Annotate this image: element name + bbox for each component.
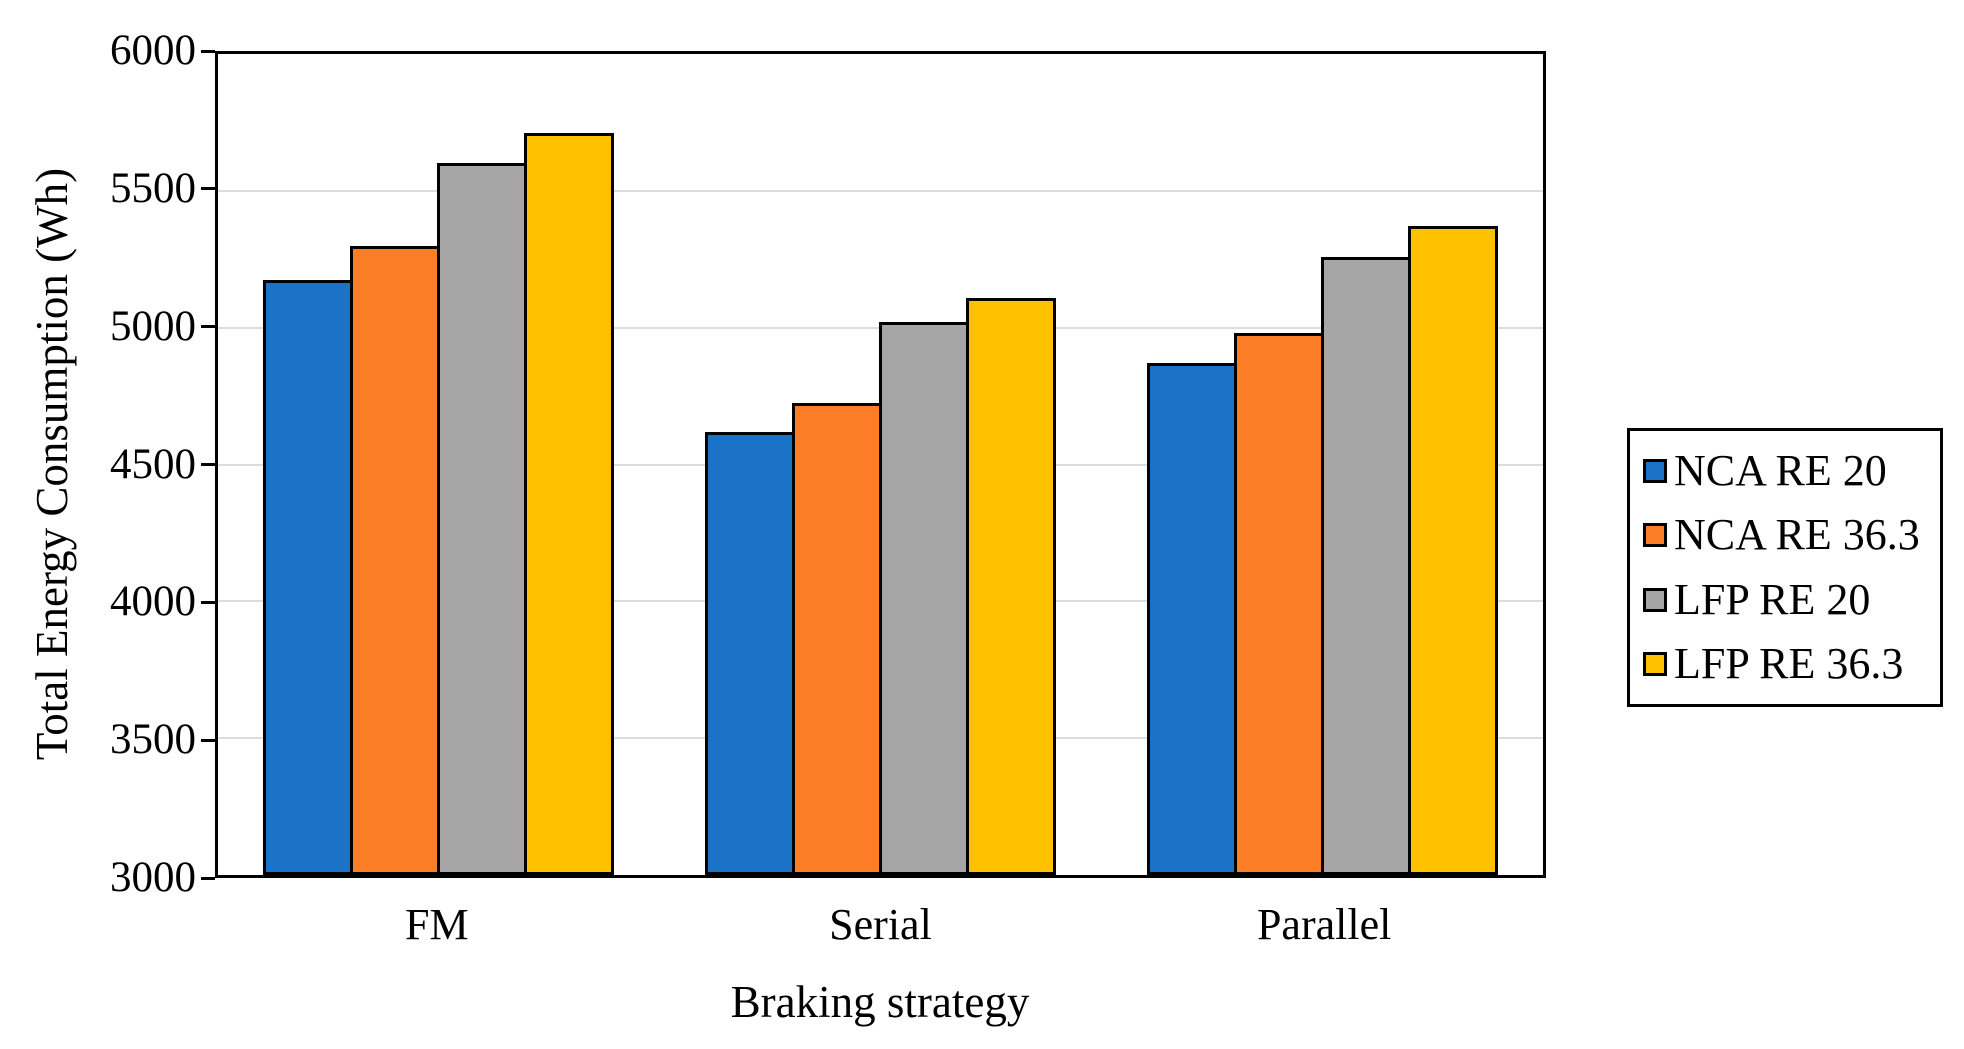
legend-item-label: NCA RE 20	[1674, 445, 1887, 495]
y-tick-mark	[201, 463, 215, 466]
y-tick-label: 5000	[110, 302, 196, 350]
y-tick-label: 5500	[110, 164, 196, 212]
y-tick-mark	[201, 600, 215, 604]
legend-item-label: NCA RE 36.3	[1674, 510, 1920, 560]
y-tick-mark	[201, 187, 215, 191]
bar	[437, 163, 528, 875]
legend-item-label: LFP RE 20	[1674, 574, 1871, 624]
bar	[350, 245, 441, 875]
bar-group-fm	[218, 54, 660, 875]
plot-area	[215, 51, 1546, 878]
legend-color-chip	[1643, 523, 1667, 548]
y-tick-mark	[201, 49, 215, 53]
legend-item: NCA RE 36.3	[1643, 510, 1940, 560]
bar	[878, 322, 969, 875]
y-tick-label: 6000	[110, 27, 196, 74]
gridline	[218, 189, 1543, 192]
legend-color-chip	[1643, 458, 1667, 483]
y-tick-mark	[201, 876, 215, 880]
legend-item: NCA RE 20	[1643, 446, 1940, 496]
y-tick-label: 3500	[110, 716, 196, 764]
bar	[524, 133, 615, 875]
x-tick-label: Serial	[829, 900, 932, 949]
bar	[791, 402, 882, 875]
legend: NCA RE 20 NCA RE 36.3 LFP RE 20 LFP RE 36.3	[1627, 428, 1943, 707]
bar	[1146, 363, 1237, 875]
bar	[1320, 256, 1411, 875]
bar-group-parallel	[1101, 54, 1543, 875]
y-tick-label: 4000	[110, 578, 196, 626]
x-tick-label: FM	[405, 900, 469, 949]
y-tick-label: 4500	[110, 440, 196, 488]
legend-color-chip	[1643, 587, 1667, 612]
legend-color-chip	[1643, 652, 1667, 677]
y-tick-mark	[201, 738, 215, 742]
bar	[704, 431, 795, 875]
bar	[1407, 226, 1498, 875]
legend-item: LFP RE 36.3	[1643, 639, 1940, 689]
bar-group-serial	[660, 54, 1102, 875]
legend-item: LFP RE 20	[1643, 575, 1940, 625]
y-tick-label: 3000	[110, 854, 196, 901]
bar	[965, 297, 1056, 875]
legend-item-label: LFP RE 36.3	[1674, 639, 1904, 689]
x-axis-title: Braking strategy	[730, 977, 1030, 1027]
x-tick-label: Parallel	[1256, 900, 1392, 949]
bar	[1233, 333, 1324, 875]
bar	[263, 279, 354, 875]
y-tick-mark	[201, 325, 215, 329]
